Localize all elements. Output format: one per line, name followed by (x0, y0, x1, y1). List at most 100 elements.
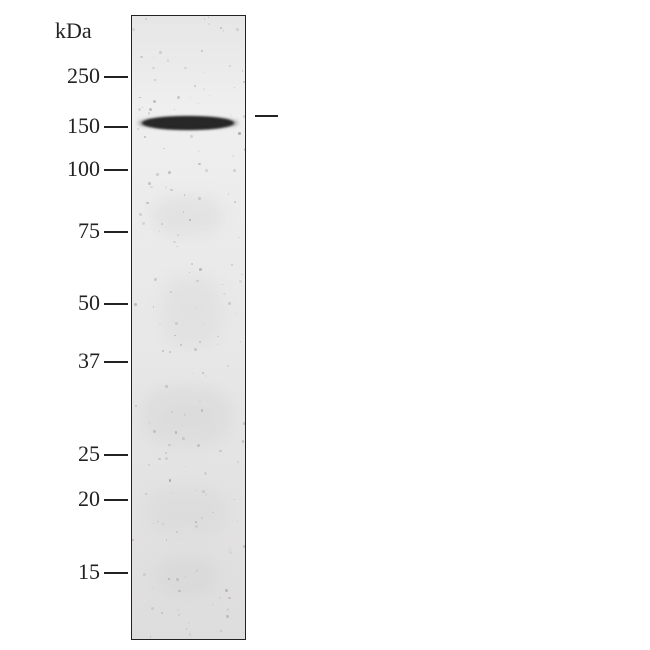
noise-speck (231, 264, 233, 266)
noise-speck (134, 303, 137, 306)
noise-speck (151, 607, 154, 610)
smudge (157, 556, 217, 596)
noise-speck (204, 472, 207, 475)
noise-speck (165, 457, 168, 460)
noise-speck (217, 336, 219, 338)
ladder-label: 75 (40, 218, 100, 244)
noise-speck (138, 108, 141, 111)
noise-speck (176, 531, 178, 533)
unit-label: kDa (55, 18, 92, 44)
noise-speck (199, 268, 201, 270)
noise-speck (152, 67, 154, 69)
noise-speck (153, 523, 154, 524)
noise-speck (165, 385, 168, 388)
noise-speck (140, 56, 142, 58)
noise-speck (219, 597, 221, 599)
noise-speck (169, 351, 171, 353)
noise-speck (203, 72, 204, 73)
noise-speck (234, 201, 236, 203)
ladder-label: 37 (40, 348, 100, 374)
ladder-label: 20 (40, 486, 100, 512)
noise-speck (229, 548, 231, 550)
noise-speck (159, 323, 160, 324)
noise-speck (195, 490, 196, 491)
noise-speck (238, 132, 241, 135)
noise-speck (205, 169, 208, 172)
noise-speck (168, 578, 169, 579)
noise-speck (146, 202, 148, 204)
noise-speck (203, 323, 204, 324)
ladder-label: 250 (40, 63, 100, 89)
ladder-tick (104, 169, 128, 171)
noise-speck (149, 108, 152, 111)
noise-speck (225, 589, 228, 592)
noise-speck (201, 409, 203, 411)
noise-speck (189, 272, 190, 273)
ladder-tick (104, 361, 128, 363)
noise-speck (148, 112, 151, 115)
band-indicator-tick (255, 115, 278, 117)
noise-speck (132, 28, 135, 31)
noise-speck (223, 293, 225, 295)
noise-speck (148, 182, 151, 185)
ladder-tick (104, 572, 128, 574)
noise-speck (156, 173, 159, 176)
noise-speck (182, 437, 185, 440)
noise-speck (228, 193, 229, 194)
noise-speck (196, 308, 197, 309)
smudge (142, 386, 232, 446)
ladder-tick (104, 303, 128, 305)
noise-speck (174, 109, 175, 110)
ladder-tick (104, 499, 128, 501)
noise-speck (205, 375, 207, 377)
noise-speck (177, 96, 179, 98)
noise-speck (226, 615, 229, 618)
noise-speck (204, 18, 205, 19)
noise-speck (201, 50, 203, 52)
noise-speck (198, 163, 200, 165)
noise-speck (238, 237, 239, 238)
ladder-tick (104, 126, 128, 128)
noise-speck (177, 609, 179, 611)
noise-speck (150, 636, 151, 637)
smudge (147, 486, 227, 536)
noise-speck (154, 278, 157, 281)
noise-speck (219, 450, 222, 453)
noise-speck (194, 348, 197, 351)
noise-speck (180, 344, 182, 346)
noise-speck (227, 608, 229, 610)
ladder-tick (104, 76, 128, 78)
noise-speck (228, 302, 231, 305)
noise-speck (208, 23, 209, 24)
noise-speck (196, 569, 198, 571)
noise-speck (232, 155, 234, 157)
noise-speck (189, 633, 192, 636)
noise-speck (237, 461, 239, 463)
noise-speck (243, 422, 246, 425)
noise-speck (175, 431, 178, 434)
noise-speck (183, 211, 184, 212)
smudge (162, 276, 222, 346)
noise-speck (198, 197, 201, 200)
noise-speck (166, 539, 168, 541)
noise-speck (189, 219, 191, 221)
noise-speck (153, 57, 154, 58)
noise-speck (202, 372, 204, 374)
noise-speck (198, 103, 199, 104)
ladder-tick (104, 454, 128, 456)
ladder-label: 150 (40, 113, 100, 139)
noise-speck (165, 186, 167, 188)
noise-speck (236, 28, 239, 31)
noise-speck (153, 430, 156, 433)
ladder-label: 50 (40, 290, 100, 316)
noise-speck (234, 499, 235, 500)
noise-speck (243, 545, 246, 548)
noise-speck (212, 512, 213, 513)
noise-speck (243, 115, 246, 118)
noise-speck (168, 171, 171, 174)
noise-speck (178, 614, 180, 616)
protein-band (138, 118, 238, 128)
noise-speck (190, 135, 192, 137)
noise-speck (245, 16, 246, 19)
noise-speck (143, 573, 146, 576)
